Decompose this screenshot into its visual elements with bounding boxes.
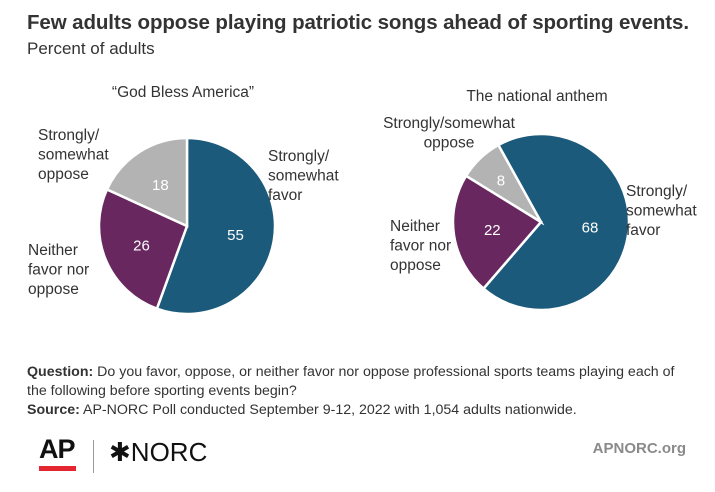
slice-value-label: 22 (484, 222, 501, 239)
norc-logo-text: NORC (130, 437, 208, 467)
slice-category-label: Strongly/somewhat oppose (383, 115, 516, 152)
source-note: Source: AP-NORC Poll conducted September… (27, 401, 697, 420)
norc-mark-icon: ✱ (109, 437, 131, 467)
slice-category-label: Strongly/somewhat oppose (38, 127, 109, 183)
ap-logo: AP (39, 436, 76, 471)
source-text: AP-NORC Poll conducted September 9-12, 2… (83, 402, 577, 418)
pie-slice-oppose (105, 136, 189, 228)
question-label: Question: (27, 364, 94, 380)
pie-slice-favor (481, 132, 631, 312)
slice-value-label: 26 (133, 238, 150, 255)
pie-charts: “God Bless America” 55 Strongly/somewhat fa… (28, 84, 697, 316)
slice-category-label: Neither favor nor oppose (28, 242, 89, 298)
slice-category-label: Strongly/somewhat favor (268, 148, 339, 204)
pie-title-2: The national anthem (466, 88, 607, 105)
footnote: Question: Do you favor, oppose, or neith… (27, 363, 697, 420)
question-text: Do you favor, oppose, or neither favor n… (27, 364, 675, 399)
question-note: Question: Do you favor, oppose, or neith… (27, 363, 697, 401)
norc-logo: ✱NORC (109, 437, 207, 468)
ap-logo-bar (39, 466, 76, 471)
pie-slice-favor (155, 136, 277, 316)
logo-divider (93, 440, 94, 473)
slice-value-label: 68 (582, 220, 599, 237)
pie-slice-neither (451, 174, 543, 291)
chart-subtitle: Percent of adults (27, 39, 155, 58)
slice-category-label: Strongly/somewhat favor (626, 183, 697, 239)
slice-category-label: Neither favor nor oppose (390, 218, 451, 274)
slice-value-label: 55 (227, 227, 244, 244)
pie-slice-oppose (464, 143, 545, 226)
slice-value-label: 18 (152, 177, 169, 194)
site-link[interactable]: APNORC.org (592, 440, 686, 457)
pie-slice-neither (97, 187, 189, 311)
source-label: Source: (27, 402, 80, 418)
pie-title-1: “God Bless America” (112, 84, 254, 101)
ap-logo-text: AP (39, 434, 76, 464)
chart-title: Few adults oppose playing patriotic song… (27, 11, 689, 34)
slice-value-label: 8 (497, 173, 505, 190)
